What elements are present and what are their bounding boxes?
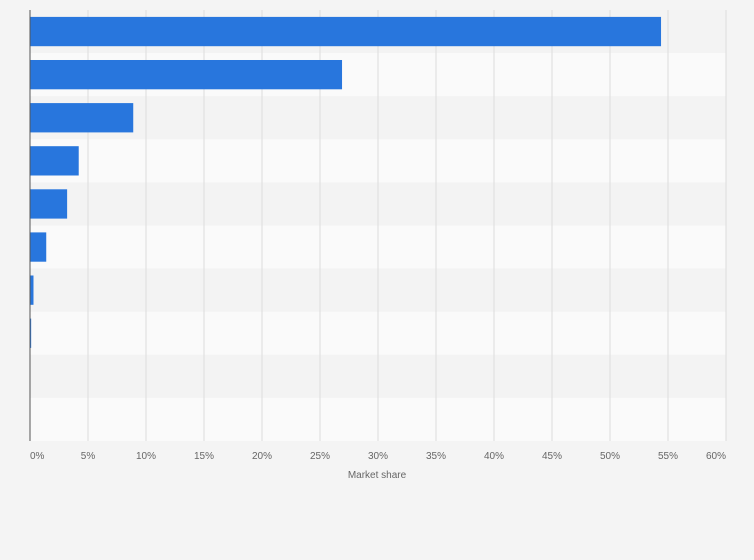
bar — [30, 189, 68, 219]
x-tick-label: 15% — [194, 451, 214, 462]
bar — [30, 232, 47, 262]
x-tick-label: 35% — [426, 451, 446, 462]
x-tick-label: 60% — [706, 451, 726, 462]
x-tick-label: 10% — [136, 451, 156, 462]
bar — [30, 318, 32, 348]
bar — [30, 103, 134, 133]
bar — [30, 59, 343, 90]
bar — [30, 16, 662, 47]
x-tick-label: 5% — [81, 451, 96, 462]
x-tick-label: 0% — [30, 451, 45, 462]
x-tick-label: 25% — [310, 451, 330, 462]
x-tick-labels: 0% 5% 10% 15% 20% 25% 30% 35% 40% 45% 50% 55% 60% — [30, 451, 726, 462]
x-tick-label: 40% — [484, 451, 504, 462]
bar — [30, 146, 79, 176]
x-axis-title: Market share — [348, 470, 407, 481]
bars — [30, 16, 662, 348]
x-tick-label: 20% — [252, 451, 272, 462]
x-tick-label: 45% — [542, 451, 562, 462]
x-tick-label: 30% — [368, 451, 388, 462]
x-tick-label: 50% — [600, 451, 620, 462]
bar — [30, 275, 34, 305]
x-tick-label: 55% — [658, 451, 678, 462]
